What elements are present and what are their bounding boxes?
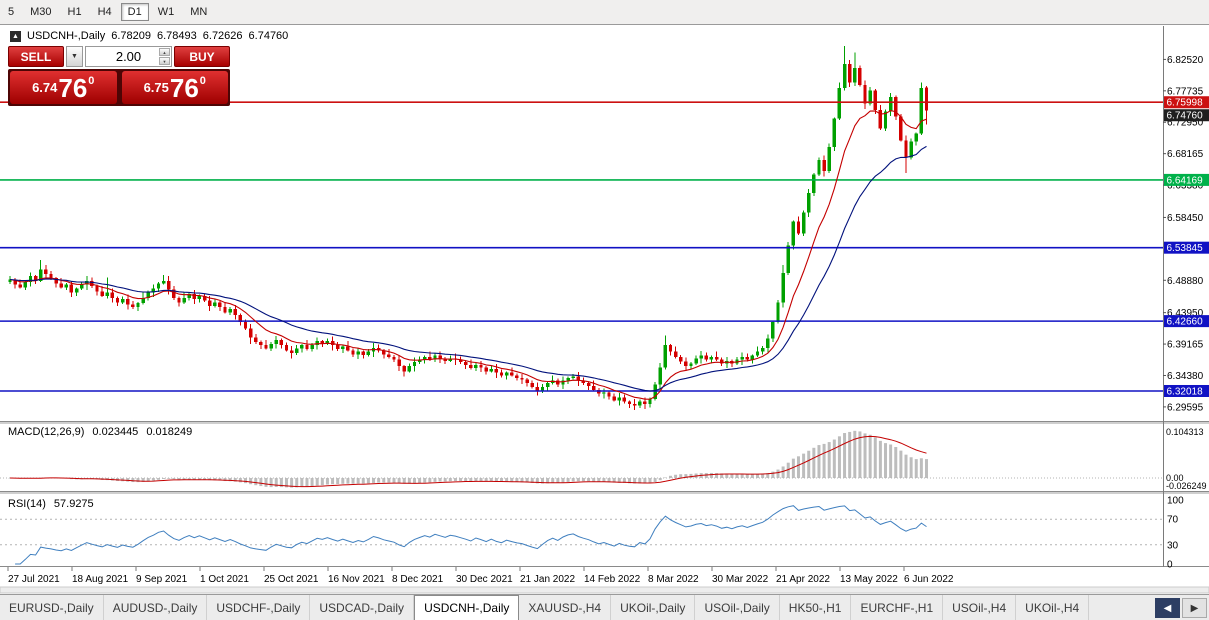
stepper-up-icon[interactable]: ▲ (159, 48, 170, 56)
timeframe-toolbar: 5 M30 H1 H4 D1 W1 MN (0, 0, 1209, 25)
price-tag-6.53845 (1164, 241, 1209, 254)
svg-text:70: 70 (1167, 515, 1179, 526)
sell-price-pips: 76 (58, 72, 88, 103)
symbol-tab-hk50-h1[interactable]: HK50-,H1 (780, 595, 852, 620)
timeframe-mn[interactable]: MN (190, 6, 208, 18)
symbol-marker-icon: ▲ (10, 30, 21, 42)
buy-price-prefix: 6.75 (143, 80, 169, 95)
svg-text:6.58450: 6.58450 (1167, 213, 1204, 224)
stepper-down-icon[interactable]: ▼ (159, 57, 170, 65)
buy-button[interactable]: BUY (174, 46, 230, 67)
date-label: 30 Mar 2022 (712, 574, 769, 585)
svg-text:6.43950: 6.43950 (1167, 308, 1204, 319)
svg-text:0: 0 (1167, 560, 1173, 571)
symbol-tab-ukoil-h4[interactable]: UKOil-,H4 (1016, 595, 1090, 620)
symbol-tab-bar: EURUSD-,Daily AUDUSD-,Daily USDCHF-,Daily U… (0, 594, 1209, 620)
price-tag-6.74760 (1164, 109, 1209, 122)
macd-label: MACD(12,26,9) 0.023445 0.018249 (8, 426, 192, 438)
volume-dropdown[interactable]: ▼ (66, 46, 83, 67)
svg-text:6.77735: 6.77735 (1167, 86, 1204, 97)
svg-text:6.74760: 6.74760 (1167, 111, 1204, 122)
symbol-tab-usdcad-daily[interactable]: USDCAD-,Daily (310, 595, 415, 620)
sell-button[interactable]: SELL (8, 46, 64, 67)
date-label: 27 Jul 2021 (8, 574, 60, 585)
svg-text:6.72950: 6.72950 (1167, 118, 1204, 129)
volume-field[interactable]: 2.00 ▲ ▼ (85, 46, 172, 67)
timeframe-w1[interactable]: W1 (157, 6, 175, 18)
svg-text:6.48880: 6.48880 (1167, 276, 1204, 287)
svg-text:6.64169: 6.64169 (1167, 175, 1204, 186)
symbol-tab-eurusd-daily[interactable]: EURUSD-,Daily (0, 595, 104, 620)
symbol-tab-usoil-daily[interactable]: USOil-,Daily (695, 595, 780, 620)
one-click-trading-panel: SELL ▼ 2.00 ▲ ▼ BUY 6.74 76 0 6.75 76 0 (8, 46, 230, 106)
date-label: 25 Oct 2021 (264, 574, 319, 585)
symbol-tab-usdchf-daily[interactable]: USDCHF-,Daily (207, 595, 311, 620)
svg-text:6.34380: 6.34380 (1167, 371, 1204, 382)
volume-stepper: ▲ ▼ (159, 48, 170, 65)
buy-price-button[interactable]: 6.75 76 0 (121, 71, 228, 104)
ohlc-high: 6.78493 (157, 30, 197, 42)
ohlc-low: 6.72626 (202, 30, 243, 42)
price-tag-6.42660 (1164, 315, 1209, 328)
price-tag-6.75998 (1164, 96, 1209, 109)
date-label: 14 Feb 2022 (584, 574, 641, 585)
tab-scroll-right-icon[interactable]: ▶ (1182, 598, 1207, 618)
svg-text:6.82520: 6.82520 (1167, 55, 1204, 66)
svg-text:6.39165: 6.39165 (1167, 340, 1204, 351)
sell-price-prefix: 6.74 (32, 80, 58, 95)
price-tag-6.64169 (1164, 173, 1209, 186)
volume-input[interactable]: 2.00 (115, 49, 142, 64)
svg-text:6.68165: 6.68165 (1167, 149, 1204, 160)
price-chart[interactable]: 0.104313 0.00-0.026249 100 70 30 0 6.82520 6.… (0, 26, 1209, 594)
symbol-tab-usdcnh-daily[interactable]: USDCNH-,Daily (414, 595, 520, 620)
tab-scroll-left-icon[interactable]: ◀ (1155, 598, 1180, 618)
symbol-tab-ukoil-daily[interactable]: UKOil-,Daily (611, 595, 696, 620)
timeframe-m30[interactable]: M30 (30, 6, 52, 18)
rsi-label: RSI(14) 57.9275 (8, 498, 94, 510)
svg-text:30: 30 (1167, 540, 1179, 551)
symbol-tab-eurchf-h1[interactable]: EURCHF-,H1 (851, 595, 944, 620)
sell-price-point: 0 (88, 74, 95, 87)
date-label: 13 May 2022 (840, 574, 898, 585)
buy-price-pips: 76 (169, 72, 199, 103)
svg-text:100: 100 (1167, 496, 1184, 507)
date-label: 16 Nov 2021 (328, 574, 385, 585)
date-label: 6 Jun 2022 (904, 574, 954, 585)
timeframe-d1[interactable]: D1 (120, 3, 149, 21)
svg-text:6.32018: 6.32018 (1167, 386, 1204, 397)
svg-text:6.29595: 6.29595 (1167, 402, 1204, 413)
date-label: 21 Apr 2022 (776, 574, 830, 585)
tab-scroll-nav: ◀ ▶ (1155, 598, 1207, 618)
buy-price-point: 0 (199, 74, 206, 87)
date-label: 1 Oct 2021 (200, 574, 249, 585)
timeframe-h4[interactable]: H4 (97, 6, 112, 18)
svg-text:-0.026249: -0.026249 (1166, 481, 1207, 491)
date-label: 18 Aug 2021 (72, 574, 129, 585)
chart-ohlc-header: ▲ USDCNH-,Daily 6.78209 6.78493 6.72626 … (10, 30, 288, 42)
price-tag-6.32018 (1164, 384, 1209, 397)
date-label: 30 Dec 2021 (456, 574, 513, 585)
date-label: 8 Dec 2021 (392, 574, 444, 585)
ohlc-close: 6.74760 (248, 30, 289, 42)
symbol-tab-xauusd-h4[interactable]: XAUUSD-,H4 (519, 595, 612, 620)
date-label: 8 Mar 2022 (648, 574, 699, 585)
svg-text:6.63380: 6.63380 (1167, 181, 1204, 192)
symbol-tab-audusd-daily[interactable]: AUDUSD-,Daily (104, 595, 208, 620)
svg-text:0.00: 0.00 (1166, 473, 1184, 483)
symbol-tab-list: EURUSD-,Daily AUDUSD-,Daily USDCHF-,Daily U… (0, 595, 1090, 620)
timeframe-5[interactable]: 5 (8, 6, 15, 18)
svg-text:6.75998: 6.75998 (1167, 98, 1204, 109)
date-label: 9 Sep 2021 (136, 574, 188, 585)
timeframe-h1[interactable]: H1 (67, 6, 82, 18)
sell-price-button[interactable]: 6.74 76 0 (10, 71, 117, 104)
svg-text:6.53845: 6.53845 (1167, 243, 1204, 254)
chevron-down-icon: ▼ (71, 53, 78, 60)
svg-text:6.42660: 6.42660 (1167, 317, 1204, 328)
svg-text:0.104313: 0.104313 (1166, 427, 1204, 437)
chart-title: USDCNH-,Daily (27, 30, 106, 42)
symbol-tab-usoil-h4[interactable]: USOil-,H4 (943, 595, 1017, 620)
date-label: 21 Jan 2022 (520, 574, 575, 585)
ohlc-open: 6.78209 (111, 30, 151, 42)
